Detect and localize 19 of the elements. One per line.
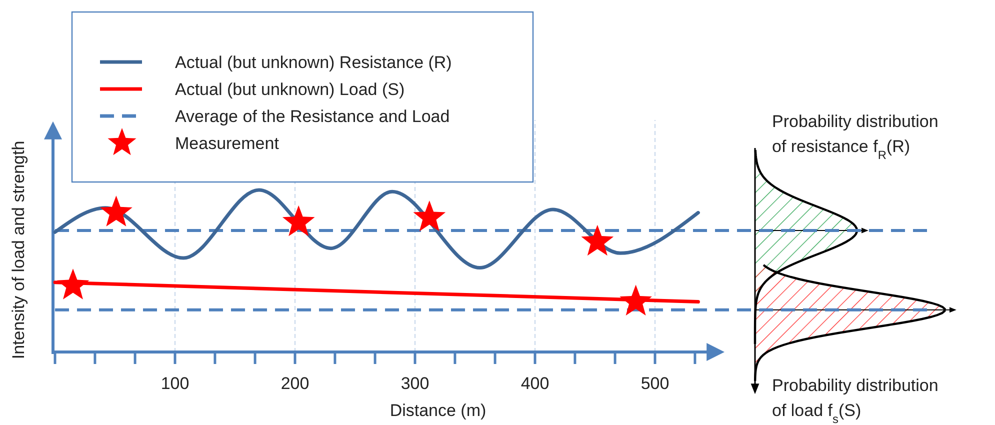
point (581, 224, 614, 256)
point (282, 205, 315, 236)
legend-label: Measurement (175, 134, 280, 153)
x-tick-label: 500 (640, 374, 670, 393)
text: Probability distribution of load f$_{s}$(S) (772, 376, 938, 425)
x-tick-label: 100 (160, 374, 190, 393)
point (56, 268, 90, 300)
x-tick-label: 400 (520, 374, 550, 393)
legend-label: Average of the Resistance and Load (175, 107, 450, 126)
text: Probability distribution of resistance f$_{R}$(R) (772, 112, 938, 162)
x-tick-label: 200 (280, 374, 310, 393)
point (100, 196, 132, 226)
legend-label: Actual (but unknown) Load (S) (175, 80, 405, 99)
x-tick-label: 300 (400, 374, 430, 393)
legend-label: Actual (but unknown) Resistance (R) (175, 53, 452, 72)
point (620, 284, 652, 316)
point (413, 200, 446, 232)
x-axis-title: Distance (m) (390, 401, 486, 420)
y-axis-title: Intensity of load and strength (9, 140, 28, 360)
